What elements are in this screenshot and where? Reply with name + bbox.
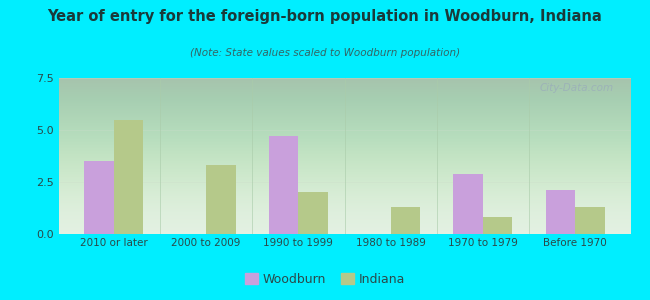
Bar [298, 192, 328, 234]
Bar [391, 207, 420, 234]
Bar [575, 207, 604, 234]
Bar [114, 120, 144, 234]
Bar [84, 161, 114, 234]
Bar [545, 190, 575, 234]
Bar [206, 165, 236, 234]
Bar [483, 218, 512, 234]
Bar [269, 136, 298, 234]
Text: City-Data.com: City-Data.com [540, 83, 614, 93]
Text: (Note: State values scaled to Woodburn population): (Note: State values scaled to Woodburn p… [190, 48, 460, 58]
Text: Year of entry for the foreign-born population in Woodburn, Indiana: Year of entry for the foreign-born popul… [47, 9, 603, 24]
Bar [453, 174, 483, 234]
Legend: Woodburn, Indiana: Woodburn, Indiana [240, 268, 410, 291]
